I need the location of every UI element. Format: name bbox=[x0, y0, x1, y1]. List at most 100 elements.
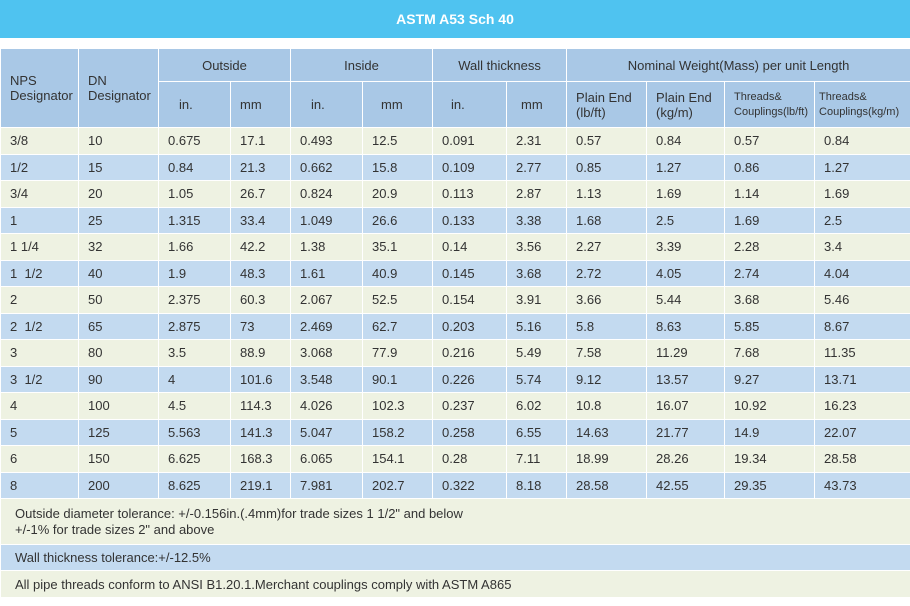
cell-nps: 1 1/4 bbox=[0, 233, 79, 261]
cell-wall-in: 0.113 bbox=[432, 180, 508, 208]
cell-inside-in: 0.824 bbox=[290, 180, 363, 208]
cell-nps: 5 bbox=[0, 418, 79, 446]
cell-plain-lbft: 18.99 bbox=[566, 445, 648, 473]
cell-wall-mm: 3.56 bbox=[506, 233, 568, 261]
cell-plain-kgm: 13.57 bbox=[646, 365, 726, 393]
cell-outside-in: 6.625 bbox=[158, 445, 231, 473]
cell-outside-in: 0.675 bbox=[158, 127, 231, 155]
header-threads-lbft-line1: Threads& bbox=[734, 90, 782, 103]
cell-inside-mm: 20.9 bbox=[361, 180, 434, 208]
cell-plain-kgm: 1.27 bbox=[646, 153, 726, 181]
cell-outside-in: 5.563 bbox=[158, 418, 231, 446]
cell-outside-mm: 33.4 bbox=[230, 206, 291, 234]
cell-nps: 6 bbox=[0, 445, 79, 473]
cell-plain-lbft: 0.85 bbox=[566, 153, 648, 181]
cell-inside-in: 0.662 bbox=[290, 153, 363, 181]
cell-inside-in: 1.049 bbox=[290, 206, 363, 234]
title-gap bbox=[0, 38, 910, 48]
cell-inside-mm: 102.3 bbox=[361, 392, 434, 420]
header-outside-in: in. bbox=[158, 81, 231, 128]
cell-outside-in: 1.315 bbox=[158, 206, 231, 234]
header-wall-thickness: Wall thickness bbox=[432, 48, 568, 82]
table-row: 1 1/2 40 1.9 48.3 1.61 40.9 0.145 3.68 2.72 4.05 2… bbox=[0, 259, 910, 287]
header-outside: Outside bbox=[158, 48, 291, 82]
note-threads: All pipe threads conform to ANSI B1.20.1… bbox=[0, 570, 910, 598]
cell-threads-kgm: 3.4 bbox=[814, 233, 910, 261]
cell-wall-in: 0.091 bbox=[432, 127, 508, 155]
cell-plain-lbft: 1.68 bbox=[566, 206, 648, 234]
table-row: 1 25 1.315 33.4 1.049 26.6 0.133 3.38 1.68 2.5 1.6… bbox=[0, 206, 910, 234]
cell-outside-in: 1.05 bbox=[158, 180, 231, 208]
table-title: ASTM A53 Sch 40 bbox=[0, 0, 910, 38]
cell-threads-kgm: 8.67 bbox=[814, 312, 910, 340]
cell-inside-mm: 12.5 bbox=[361, 127, 434, 155]
cell-inside-mm: 40.9 bbox=[361, 259, 434, 287]
cell-inside-mm: 26.6 bbox=[361, 206, 434, 234]
cell-inside-mm: 52.5 bbox=[361, 286, 434, 314]
table-row: 2 50 2.375 60.3 2.067 52.5 0.154 3.91 3.66 5.44 3.… bbox=[0, 286, 910, 314]
cell-threads-lbft: 7.68 bbox=[724, 339, 816, 367]
cell-nps: 2 1/2 bbox=[0, 312, 79, 340]
cell-threads-kgm: 28.58 bbox=[814, 445, 910, 473]
cell-nps: 1 1/2 bbox=[0, 259, 79, 287]
table-row: 1/2 15 0.84 21.3 0.662 15.8 0.109 2.77 0.85 1.27 0… bbox=[0, 153, 910, 181]
table-notes: Outside diameter tolerance: +/-0.156in.(… bbox=[0, 498, 910, 598]
cell-wall-in: 0.258 bbox=[432, 418, 508, 446]
cell-wall-in: 0.216 bbox=[432, 339, 508, 367]
header-dn-line2: Designator bbox=[88, 88, 151, 103]
header-wall-mm: mm bbox=[506, 81, 568, 128]
cell-plain-kgm: 5.44 bbox=[646, 286, 726, 314]
note-od-tolerance-line1: Outside diameter tolerance: +/-0.156in.(… bbox=[15, 505, 463, 521]
cell-dn: 10 bbox=[78, 127, 159, 155]
cell-dn: 65 bbox=[78, 312, 159, 340]
header-plain-kgm-line1: Plain End bbox=[656, 89, 712, 105]
cell-inside-mm: 202.7 bbox=[361, 471, 434, 499]
cell-dn: 32 bbox=[78, 233, 159, 261]
cell-threads-lbft: 5.85 bbox=[724, 312, 816, 340]
cell-wall-mm: 8.18 bbox=[506, 471, 568, 499]
cell-outside-mm: 73 bbox=[230, 312, 291, 340]
cell-threads-kgm: 0.84 bbox=[814, 127, 910, 155]
cell-wall-mm: 5.16 bbox=[506, 312, 568, 340]
cell-outside-in: 1.9 bbox=[158, 259, 231, 287]
table-row: 5 125 5.563 141.3 5.047 158.2 0.258 6.55 14.63 21… bbox=[0, 418, 910, 446]
cell-threads-lbft: 1.69 bbox=[724, 206, 816, 234]
cell-dn: 150 bbox=[78, 445, 159, 473]
cell-wall-in: 0.154 bbox=[432, 286, 508, 314]
cell-threads-lbft: 14.9 bbox=[724, 418, 816, 446]
header-outside-mm: mm bbox=[230, 81, 291, 128]
cell-inside-mm: 62.7 bbox=[361, 312, 434, 340]
cell-wall-in: 0.28 bbox=[432, 445, 508, 473]
cell-inside-mm: 35.1 bbox=[361, 233, 434, 261]
header-plain-lbft-line2: (lb/ft) bbox=[576, 104, 606, 120]
cell-wall-in: 0.145 bbox=[432, 259, 508, 287]
cell-threads-kgm: 43.73 bbox=[814, 471, 910, 499]
cell-threads-lbft: 0.86 bbox=[724, 153, 816, 181]
table-row: 4 100 4.5 114.3 4.026 102.3 0.237 6.02 10.8 16.07… bbox=[0, 392, 910, 420]
cell-plain-lbft: 2.72 bbox=[566, 259, 648, 287]
cell-plain-kgm: 0.84 bbox=[646, 127, 726, 155]
cell-plain-lbft: 5.8 bbox=[566, 312, 648, 340]
cell-inside-in: 2.067 bbox=[290, 286, 363, 314]
cell-nps: 3 1/2 bbox=[0, 365, 79, 393]
table-body: 3/8 10 0.675 17.1 0.493 12.5 0.091 2.31 0.57 0.84… bbox=[0, 127, 910, 499]
cell-wall-in: 0.133 bbox=[432, 206, 508, 234]
cell-plain-kgm: 42.55 bbox=[646, 471, 726, 499]
cell-threads-lbft: 10.92 bbox=[724, 392, 816, 420]
cell-outside-mm: 88.9 bbox=[230, 339, 291, 367]
cell-dn: 200 bbox=[78, 471, 159, 499]
cell-outside-mm: 141.3 bbox=[230, 418, 291, 446]
cell-wall-mm: 3.38 bbox=[506, 206, 568, 234]
table-row: 3/4 20 1.05 26.7 0.824 20.9 0.113 2.87 1.13 1.69 1… bbox=[0, 180, 910, 208]
header-wall-in: in. bbox=[432, 81, 508, 128]
cell-dn: 20 bbox=[78, 180, 159, 208]
cell-wall-in: 0.237 bbox=[432, 392, 508, 420]
cell-threads-kgm: 1.27 bbox=[814, 153, 910, 181]
cell-threads-kgm: 22.07 bbox=[814, 418, 910, 446]
note-od-tolerance-line2: +/-1% for trade sizes 2" and above bbox=[15, 521, 215, 537]
header-threads-kgm-line2: Couplings(kg/m) bbox=[819, 105, 900, 118]
cell-inside-in: 1.38 bbox=[290, 233, 363, 261]
cell-plain-lbft: 10.8 bbox=[566, 392, 648, 420]
cell-threads-lbft: 29.35 bbox=[724, 471, 816, 499]
cell-dn: 40 bbox=[78, 259, 159, 287]
